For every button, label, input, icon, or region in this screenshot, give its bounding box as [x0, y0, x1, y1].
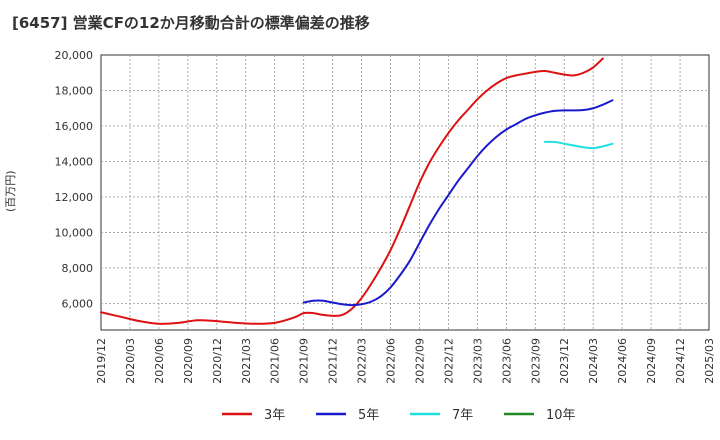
y-tick-label: 18,000 [55, 84, 94, 97]
y-tick-label: 10,000 [55, 226, 94, 239]
chart-title: [6457] 営業CFの12か月移動合計の標準偏差の推移 [12, 14, 370, 32]
legend: 3年 5年 7年 10年 [222, 408, 576, 423]
x-tick-label: 2022/03 [356, 338, 369, 384]
x-tick-label: 2023/12 [558, 338, 571, 384]
y-tick-label: 6,000 [62, 297, 94, 310]
x-tick-label: 2024/12 [674, 338, 687, 384]
x-tick-label: 2024/06 [616, 338, 629, 384]
x-tick-label: 2020/09 [182, 338, 195, 384]
x-tick-label: 2022/12 [442, 338, 455, 384]
x-tick-label: 2025/03 [703, 338, 716, 384]
series-line-3 [543, 140, 614, 150]
series-layer [100, 57, 614, 325]
y-tick-label: 20,000 [55, 49, 94, 62]
y-tick-label: 12,000 [55, 191, 94, 204]
x-tick-label: 2021/09 [298, 338, 311, 384]
legend-label-4: 10年 [546, 408, 576, 423]
series-line-1 [100, 57, 604, 325]
x-tick-label: 2022/06 [385, 338, 398, 384]
y-tick-label: 14,000 [55, 155, 94, 168]
x-tick-label: 2021/03 [240, 338, 253, 384]
legend-label-2: 5年 [358, 408, 379, 423]
x-tick-label: 2020/06 [153, 338, 166, 384]
legend-label-1: 3年 [264, 408, 285, 423]
x-grid [129, 55, 681, 330]
series-line-2 [302, 99, 614, 307]
legend-label-3: 7年 [452, 408, 473, 423]
x-tick-label: 2019/12 [95, 338, 108, 384]
x-tick-label: 2020/03 [124, 338, 137, 384]
x-tick-label: 2021/12 [327, 338, 340, 384]
x-tick-label: 2023/09 [529, 338, 542, 384]
y-tick-labels: 6,000 8,000 10,000 12,000 14,000 16,000 18,000… [55, 49, 94, 310]
plot-area [100, 54, 710, 331]
y-tick-label: 16,000 [55, 120, 94, 133]
x-tick-label: 2020/12 [211, 338, 224, 384]
x-tick-label: 2023/06 [500, 338, 513, 384]
x-tick-labels: 2019/12 2020/03 2020/06 2020/09 2020/12 2021/… [95, 338, 716, 384]
y-tick-label: 8,000 [62, 262, 94, 275]
x-tick-label: 2022/09 [413, 338, 426, 384]
x-tick-label: 2023/03 [471, 338, 484, 384]
x-tick-label: 2024/09 [645, 338, 658, 384]
x-tick-label: 2024/03 [587, 338, 600, 384]
x-tick-label: 2021/06 [269, 338, 282, 384]
